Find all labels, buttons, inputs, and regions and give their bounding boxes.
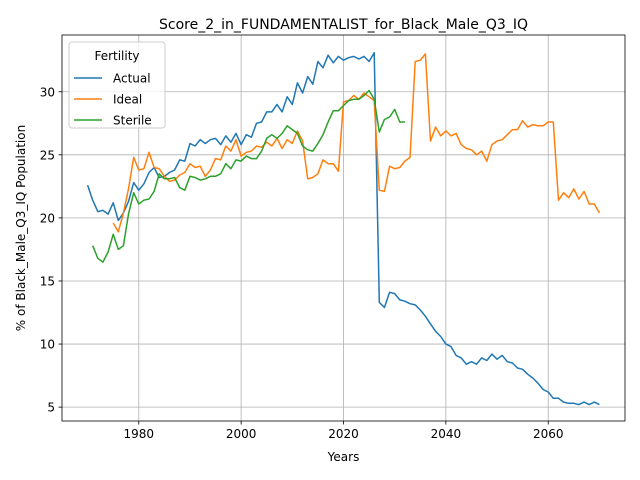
legend-title: Fertility	[94, 49, 139, 63]
x-tick-label: 2040	[431, 427, 462, 441]
y-tick-label: 30	[40, 85, 55, 99]
x-tick-label: 2060	[533, 427, 564, 441]
y-tick-label: 25	[40, 148, 55, 162]
legend-entries: Actual Ideal Sterile	[74, 72, 152, 128]
y-tick-label: 10	[40, 338, 55, 352]
x-axis-label: Years	[327, 450, 360, 464]
x-tick-label: 1980	[123, 427, 154, 441]
legend-label-ideal: Ideal	[113, 93, 142, 107]
series-line-sterile	[92, 89, 405, 263]
y-axis-label: % of Black_Male_Q3_IQ Population	[14, 125, 28, 331]
axis-ticks: 1980 2000 2020 2040 2060 5 10 15 20 25 30	[40, 85, 564, 441]
y-tick-label: 20	[40, 211, 55, 225]
y-tick-label: 15	[40, 274, 55, 288]
legend-label-sterile: Sterile	[113, 114, 152, 128]
chart-title: Score_2_in_FUNDAMENTALIST_for_Black_Male…	[159, 17, 528, 33]
legend-label-actual: Actual	[113, 72, 151, 86]
x-tick-label: 2020	[328, 427, 359, 441]
series-lines	[86, 51, 601, 406]
legend-box	[68, 41, 166, 129]
legend: Fertility Actual Ideal Sterile	[68, 41, 166, 129]
x-tick-label: 2000	[226, 427, 257, 441]
y-tick-label: 5	[47, 401, 55, 415]
series-line-actual	[86, 51, 600, 406]
series-line-ideal	[112, 53, 601, 233]
